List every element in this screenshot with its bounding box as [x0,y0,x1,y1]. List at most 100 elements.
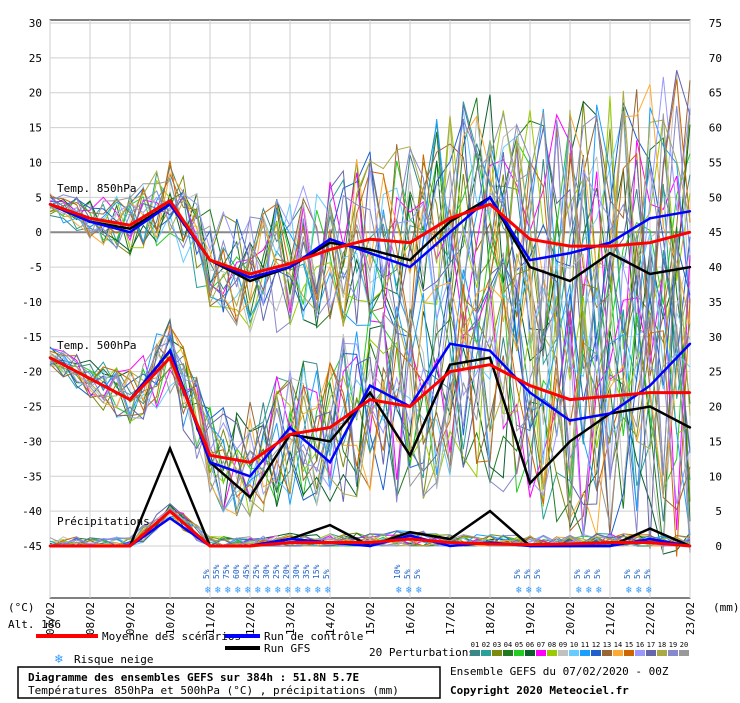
y-tick-label-right: 35 [709,296,722,309]
snowflake-icon: ❄ [295,585,302,596]
series-point [528,482,532,485]
perturbation-number: 09 [559,641,567,649]
perturbation-swatch [492,650,502,656]
series-point [648,527,652,530]
series-point [408,537,412,541]
snow-risk-percent: 15% [312,564,321,579]
altitude-label: Alt. 186 [8,618,61,631]
x-tick-label: 16/02 [404,602,417,635]
snowflake-icon: ❄ [325,585,332,596]
x-tick-label: 21/02 [604,602,617,635]
snow-risk-percent: 30% [262,564,271,579]
series-point [688,210,692,213]
snow-risk-percent: 5% [202,569,211,579]
title-500: Temp. 500hPa [57,339,136,352]
snow-risk-percent: 75% [222,564,231,579]
perturbation-swatch [679,650,689,656]
x-tick-label: 14/02 [324,602,337,635]
perturbation-swatch [547,650,557,656]
series-point [408,258,412,262]
perturbation-number: 19 [669,641,677,649]
series-point [648,241,652,244]
perturbation-number: 15 [625,641,633,649]
snow-risk-percent: 60% [232,564,241,579]
series-point [408,265,412,269]
copyright: Copyright 2020 Meteociel.fr [450,684,629,697]
series-point [608,244,612,248]
perturbation-swatch [668,650,678,656]
ensemble-line [49,252,691,554]
perturbation-swatches: 01 02 03 04 05 06 07 08 09 10 11 12 13 14 15 16 17 18 19 20 [470,641,689,656]
series-point [488,542,492,546]
series-point [168,356,172,359]
x-tick-label: 13/02 [284,602,297,635]
perturbation-swatch [602,650,612,656]
perturbation-swatch [503,650,513,656]
series-point [408,530,412,534]
snow-risk-percent: 10% [393,564,402,579]
snowflake-icon: ❄ [526,585,533,596]
snow-risk-percent: 5% [573,569,582,579]
series-point [448,544,452,548]
ensemble-line [49,244,691,539]
snow-risk-percent: 5% [403,569,412,579]
snow-risk-percent: 25% [252,564,261,579]
series-point [568,419,572,422]
series-point [648,391,652,394]
series-point [48,203,52,206]
y-tick-label-right: 55 [709,156,722,169]
snow-risk-percent: 5% [533,569,542,579]
y-tick-label-left: -30 [22,435,42,448]
series-point [128,544,132,548]
ensemble-line [49,76,691,355]
series-point [488,196,492,199]
perturbations-label: 20 Perturbations [369,646,475,659]
y-tick-label-left: -10 [22,296,42,309]
x-tick-label: 17/02 [444,602,457,635]
series-point [648,537,652,541]
series-point [88,544,92,548]
series-point [688,391,692,394]
series-point [688,265,692,269]
snowflake-icon: ❄ [285,585,292,596]
ensemble-line [49,118,691,375]
x-tick-label: 09/02 [124,602,137,635]
perturbation-swatch [470,650,480,656]
series-point [368,237,372,241]
footer-box [17,666,441,699]
snowflake-icon: ❄ [396,585,403,596]
perturbation-swatch [613,650,623,656]
series-point [328,523,332,527]
perturbation-number: 11 [581,641,589,649]
snow-risk-percent: 45% [242,564,251,579]
series-point [688,426,692,429]
legend-gfs-label: Run GFS [264,642,310,655]
series-point [288,426,292,429]
series-point [408,241,412,244]
series-point [568,542,572,546]
legend-mean-label: Moyenne des scénarios [102,630,241,643]
series-point [288,262,292,265]
x-tick-label: 08/02 [84,602,97,635]
x-tick-label: 11/02 [204,602,217,635]
y-tick-label-left: 25 [29,52,42,65]
series-point [368,398,372,401]
ensemble-line [49,105,691,355]
perturbation-number: 03 [493,641,501,649]
snowflake-icon: ❄ [215,585,222,596]
perturbation-swatch [569,650,579,656]
series-point [568,279,572,283]
perturbation-number: 12 [592,641,600,649]
snowflake-icon: ❄ [406,585,413,596]
series-point [528,391,532,394]
perturbation-number: 10 [570,641,578,649]
series-point [568,244,572,248]
series-point [48,544,52,548]
series-point [328,426,332,429]
series-point [688,544,692,548]
series-point [528,265,532,269]
perturbation-number: 05 [515,641,523,649]
series-point [408,534,412,537]
y-tick-label-right: 70 [709,52,722,65]
